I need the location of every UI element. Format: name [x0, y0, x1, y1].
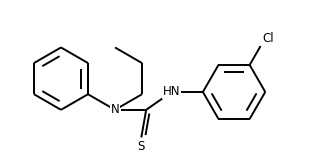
- Text: Cl: Cl: [262, 32, 274, 45]
- Text: S: S: [138, 140, 145, 153]
- Text: HN: HN: [163, 85, 180, 98]
- Text: N: N: [111, 103, 119, 116]
